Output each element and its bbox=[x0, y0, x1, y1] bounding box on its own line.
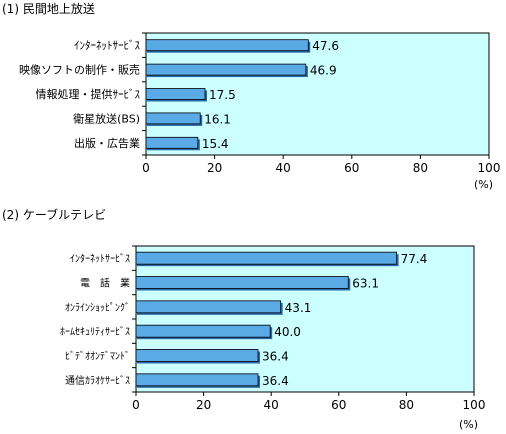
chart2-bar bbox=[135, 349, 259, 362]
chart2-value-label: 40.0 bbox=[274, 325, 301, 339]
chart2-category-label: ﾋﾞﾃﾞｵｵﾝﾃﾞﾏﾝﾄﾞ bbox=[65, 351, 130, 363]
chart1-bar bbox=[145, 112, 201, 125]
chart2-category-label: ﾎｰﾑｾｷｭﾘﾃｨｻｰﾋﾞｽ bbox=[60, 326, 130, 338]
chart1-category-label: ｲﾝﾀｰﾈｯﾄｻｰﾋﾞｽ bbox=[74, 39, 140, 52]
chart2-x-tick-label: 60 bbox=[331, 398, 346, 412]
chart1-svg: ｲﾝﾀｰﾈｯﾄｻｰﾋﾞｽ 47.6 映像ソフトの制作・販売 46.9 情報処理・提供ｻｰ… bbox=[19, 32, 501, 191]
chart1-x-tick-label: 0 bbox=[142, 161, 150, 175]
chart2-category-label: ｲﾝﾀｰﾈｯﾄｻｰﾋﾞｽ bbox=[70, 253, 130, 265]
chart1-x-tick-label: 20 bbox=[207, 161, 222, 175]
chart1-x-tick-label: 60 bbox=[344, 161, 359, 175]
chart1-x-tick-label: 100 bbox=[478, 161, 501, 175]
chart1-title: (1) 民間地上放送 bbox=[2, 2, 95, 16]
chart2-bar bbox=[135, 276, 349, 289]
chart1-bar bbox=[145, 39, 309, 52]
chart1-value-label: 47.6 bbox=[312, 39, 339, 53]
chart2-x-tick-label: 20 bbox=[196, 398, 211, 412]
chart2-value-label: 36.4 bbox=[262, 350, 289, 364]
chart2-x-tick-label: 40 bbox=[264, 398, 279, 412]
chart2-x-tick-label: 80 bbox=[399, 398, 414, 412]
chart2-bar bbox=[135, 324, 271, 338]
chart2-plot-area bbox=[135, 245, 475, 393]
chart1-category-label: 出版・広告業 bbox=[74, 136, 140, 150]
chart1-category-label: 映像ソフトの制作・販売 bbox=[19, 64, 140, 77]
chart2-unit-label: (%) bbox=[459, 418, 478, 431]
chart1-bar bbox=[145, 88, 206, 100]
chart1-bar bbox=[145, 136, 199, 149]
chart1-bar bbox=[145, 63, 307, 76]
chart2-category-label: 通信ｶﾗｵｹｻｰﾋﾞｽ bbox=[65, 375, 130, 387]
chart2-title: (2) ケーブルテレビ bbox=[2, 208, 107, 222]
chart1-value-label: 15.4 bbox=[202, 137, 229, 151]
chart1-value-label: 16.1 bbox=[204, 112, 231, 126]
chart2-bar bbox=[135, 300, 282, 314]
chart2-value-label: 77.4 bbox=[401, 252, 428, 266]
chart2-value-label: 63.1 bbox=[352, 277, 379, 291]
chart2-value-label: 36.4 bbox=[262, 374, 289, 388]
chart2-x-tick-label: 100 bbox=[463, 398, 486, 412]
chart2-value-label: 43.1 bbox=[285, 301, 312, 315]
chart1-x-tick-label: 80 bbox=[413, 161, 428, 175]
chart2-x-tick-label: 0 bbox=[132, 398, 140, 412]
chart1-category-label: 情報処理・提供ｻｰﾋﾞｽ bbox=[36, 87, 141, 101]
chart2-category-label: ｵﾝﾗｲﾝｼｮｯﾋﾟﾝｸﾞ bbox=[65, 302, 130, 314]
chart1-value-label: 17.5 bbox=[209, 88, 236, 102]
chart2-category-label: 電 話 業 bbox=[80, 277, 130, 290]
chart2-bar bbox=[135, 373, 259, 387]
chart1-x-tick-label: 40 bbox=[276, 161, 291, 175]
chart1-category-label: 衛星放送(BS) bbox=[73, 111, 140, 125]
chart1-unit-label: (%) bbox=[474, 178, 493, 191]
chart2-bar bbox=[135, 251, 398, 265]
chart1-value-label: 46.9 bbox=[310, 64, 337, 78]
